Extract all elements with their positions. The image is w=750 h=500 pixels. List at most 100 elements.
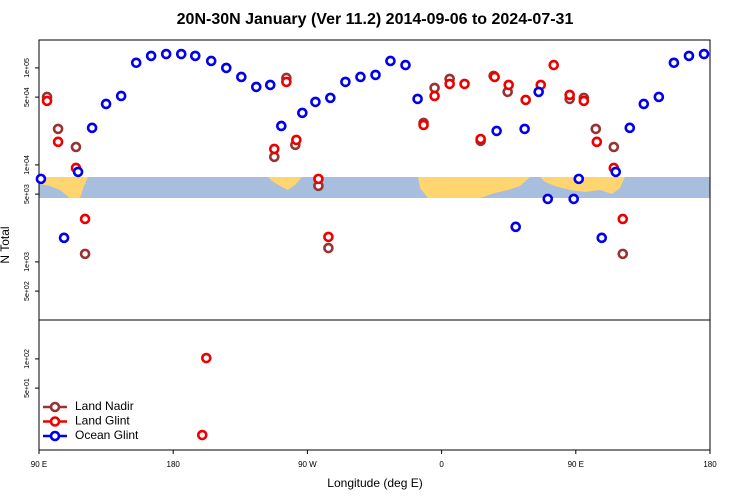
point [542,193,554,205]
y-tick-label: 1e+05 [24,58,31,78]
point [276,120,287,132]
legend-label: Land Glint [75,414,130,428]
point [370,69,381,81]
point [520,94,531,106]
legend-label: Ocean Glint [75,428,139,442]
point [548,59,560,71]
point [323,242,334,254]
land [268,177,302,190]
land [540,177,625,194]
point [58,232,70,244]
point [418,119,429,131]
point [573,173,585,185]
point [35,173,47,185]
point [145,50,157,62]
point [52,123,64,135]
point [196,429,208,441]
point [313,173,324,185]
point [653,91,665,103]
point [564,89,575,101]
point [489,71,500,83]
point [533,86,544,98]
point [175,48,187,60]
point [325,92,336,104]
point [624,122,636,134]
point [617,248,629,260]
point [683,50,695,62]
land [39,177,88,198]
point [297,107,308,119]
legend-item: Ocean Glint [43,428,139,442]
y-tick-label: 1e+02 [24,349,31,369]
point [591,136,603,148]
x-tick-label: 0 [439,460,444,469]
point [519,123,530,135]
point [510,221,522,233]
point [568,193,580,205]
point [160,48,172,60]
ocean [39,177,710,198]
x-tick-label: 90 E [31,460,47,469]
plot-frame [38,39,711,451]
point [400,59,411,71]
point [236,71,247,83]
y-tick-label: 5e+02 [24,281,31,301]
point [323,231,334,243]
land [418,177,530,198]
y-tick-label: 1e+04 [24,155,31,175]
chart-title: 20N-30N January (Ver 11.2) 2014-09-06 to… [177,11,574,28]
point [250,81,262,93]
point [310,96,321,108]
point [503,79,515,91]
point [86,122,98,134]
map-strip [39,177,710,198]
y-tick-label: 5e+04 [24,87,31,107]
legend-marker [49,416,61,427]
x-axis-label: Longitude (deg E) [327,476,422,490]
point [590,123,602,135]
point [72,166,84,178]
legend-label: Land Nadir [75,399,134,413]
point [608,141,620,153]
x-tick-label: 180 [167,460,181,469]
point [70,141,82,153]
legend-marker [49,401,61,413]
point [205,55,217,67]
y-tick-label: 5e+03 [24,184,31,204]
y-tick-label: 1e+03 [24,252,31,272]
point [281,76,292,88]
point [201,352,212,364]
x-tick-label: 90 E [568,460,584,469]
point [130,57,142,69]
point [41,95,53,107]
point [444,78,455,90]
point [79,248,91,260]
y-axis-label: N Total [0,226,12,263]
point [668,57,680,69]
point [264,79,276,91]
point [698,48,710,60]
point [79,213,91,225]
legend-item: Land Nadir [43,399,134,413]
legend-item: Land Glint [43,414,130,428]
point [638,98,650,110]
point [429,90,440,102]
series [35,48,710,244]
x-tick-label: 90 W [298,460,317,469]
series [41,59,629,441]
point [385,55,396,67]
point [491,125,502,137]
point [291,134,302,146]
point [355,71,366,83]
point [220,62,232,74]
point [115,90,127,102]
legend-marker [49,430,61,442]
point [340,76,351,88]
point [100,98,112,110]
x-tick-label: 180 [703,460,717,469]
point [475,133,486,145]
point [52,136,64,148]
point [189,50,201,62]
